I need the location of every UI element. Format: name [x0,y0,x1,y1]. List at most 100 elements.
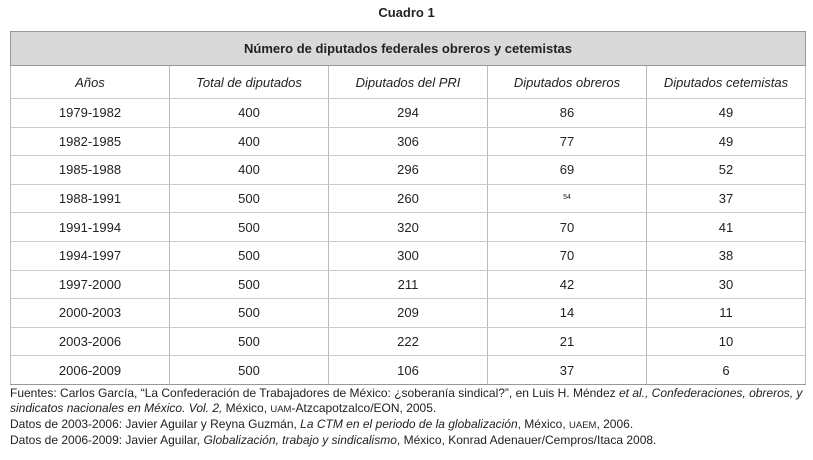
table-cell: 49 [646,98,806,128]
table-cell: 42 [487,270,647,300]
note-text: , México, Konrad Adenauer/Cempros/Itaca … [396,433,657,447]
table-cell: 2006-2009 [10,355,170,385]
note: Datos de 2003-2006: Javier Aguilar y Rey… [10,417,810,433]
cell-text: 86 [559,105,575,121]
table-cell: 500 [169,212,329,242]
table-cell: 37 [487,355,647,385]
table-cell: 400 [169,98,329,128]
table-row: 1985-1988 400 296 69 52 [10,155,806,185]
table-title: Número de diputados federales obreros y … [10,31,806,66]
table-cell: 500 [169,184,329,214]
note-text: UAEM [569,420,597,431]
table-cell: 1991-1994 [10,212,170,242]
cell-text: 70 [559,248,575,264]
table-cell: 2003-2006 [10,327,170,357]
table-cell: 1979-1982 [10,98,170,128]
cell-text: 1979-1982 [58,105,122,121]
table-row: 1979-1982 400 294 86 49 [10,98,806,128]
table-cell: 1994-1997 [10,241,170,271]
table-cell: 300 [328,241,488,271]
cell-text: 1988-1991 [58,191,122,207]
table-cell: 1985-1988 [10,155,170,185]
table-cell: 54 [487,184,647,214]
table-cell: 400 [169,127,329,157]
table-cell: 2000-2003 [10,298,170,328]
note-text: México, [222,401,271,415]
table-row: 1994-1997 500 300 70 38 [10,241,806,271]
cell-text: 500 [238,191,260,207]
table-cell: 1988-1991 [10,184,170,214]
cell-text: 400 [238,133,260,149]
table-cell: 500 [169,327,329,357]
table-cell: 30 [646,270,806,300]
cell-text: 1997-2000 [58,276,122,292]
cell-text: 52 [718,162,734,178]
cell-text: 400 [238,105,260,121]
caption: Cuadro 1 [378,5,435,20]
column-header: Diputados cetemistas [646,65,806,99]
table-row: 2003-2006 500 222 21 10 [10,327,806,357]
cell-text: 6 [722,362,730,378]
cell-text: 500 [238,219,260,235]
table-cell: 294 [328,98,488,128]
cell-text: 49 [718,105,734,121]
table-cell: 21 [487,327,647,357]
cell-text: 10 [718,334,734,350]
table-cell: 209 [328,298,488,328]
cell-text: 37 [718,191,734,207]
column-header: Diputados obreros [487,65,647,99]
cell-text: 500 [238,305,260,321]
table-cell: 500 [169,298,329,328]
table-cell: 296 [328,155,488,185]
cell-text: 37 [559,362,575,378]
cell-text: 69 [559,162,575,178]
table-cell: 306 [328,127,488,157]
table-cell: 1997-2000 [10,270,170,300]
table-cell: 106 [328,355,488,385]
table-cell: 500 [169,355,329,385]
cell-text: 306 [397,133,419,149]
note-text: et al., Confederaciones, obreros, y sind… [10,386,803,415]
table-cell: 500 [169,241,329,271]
cell-text: 500 [238,276,260,292]
table-row: 1997-2000 500 211 42 30 [10,270,806,300]
table-cell: 37 [646,184,806,214]
note-text: -Atzcapotzalco/EON, 2005. [291,401,437,415]
table-cell: 77 [487,127,647,157]
cell-text: 211 [397,276,419,292]
table-row: 1982-1985 400 306 77 49 [10,127,806,157]
cell-text: 106 [397,362,419,378]
data-table: Número de diputados federales obreros y … [10,31,806,385]
cell-text: 41 [718,219,734,235]
note-text: Fuentes: Carlos García, “La Confederació… [10,386,619,400]
cell-text: 320 [397,219,419,235]
table-cell: 10 [646,327,806,357]
cell-text: 49 [718,133,734,149]
cell-text: 2003-2006 [58,334,122,350]
table-row: 1988-1991 500 260 54 37 [10,184,806,214]
table-cell: 6 [646,355,806,385]
note-text: Datos de 2003-2006: Javier Aguilar y Rey… [10,417,301,431]
cell-text: 2006-2009 [58,362,122,378]
note-text: UAM [270,404,292,415]
note-text: Datos de 2006-2009: Javier Aguilar, [10,433,204,447]
note: Datos de 2006-2009: Javier Aguilar, Glob… [10,433,810,448]
column-header: Diputados del PRI [328,65,488,99]
table-cell: 69 [487,155,647,185]
cell-text: 260 [397,191,419,207]
cell-text: 296 [397,162,419,178]
table-cell: 222 [328,327,488,357]
cell-text: 222 [397,334,419,350]
cell-text: 500 [238,362,260,378]
table-cell: 86 [487,98,647,128]
table-cell: 52 [646,155,806,185]
column-header: Total de diputados [169,65,329,99]
note-text: , México, [517,417,569,431]
notes: Fuentes: Carlos García, “La Confederació… [10,386,810,448]
table-cell: 70 [487,241,647,271]
cell-text: 400 [238,162,260,178]
note-text: Globalización, trabajo y sindicalismo [203,433,397,447]
cell-text: 1991-1994 [58,219,122,235]
cell-text: 14 [559,305,575,321]
